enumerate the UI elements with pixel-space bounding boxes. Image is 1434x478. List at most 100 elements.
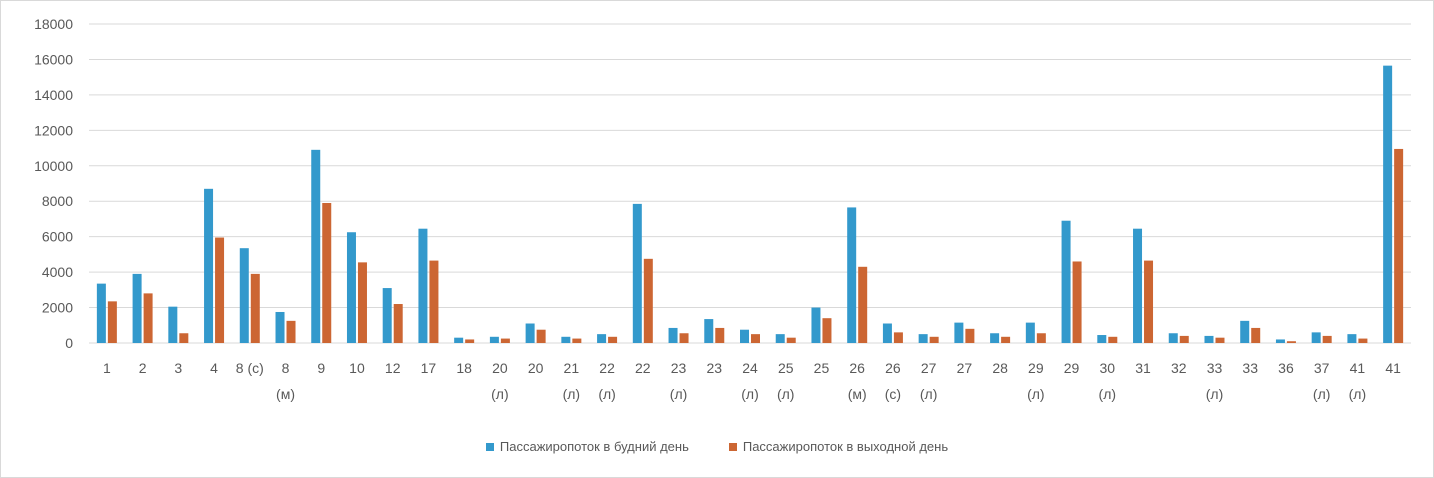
bar-weekday [1311, 332, 1321, 343]
bar-weekday [704, 319, 714, 343]
bar-weekday [204, 188, 214, 343]
x-tick-label: 33 [1242, 360, 1258, 376]
bar-weekday [1240, 320, 1250, 343]
x-tick-label: 26 [849, 360, 865, 376]
bar-weekend [143, 293, 153, 343]
x-tick-label: 26 [885, 360, 901, 376]
bar-weekday [418, 228, 428, 343]
x-tick-sublabel: (л) [670, 386, 688, 402]
y-tick-label: 6000 [42, 229, 73, 245]
bar-weekend [465, 339, 475, 343]
x-tick-label: 12 [385, 360, 401, 376]
bar-weekend [250, 273, 260, 343]
x-tick-label: 33 [1207, 360, 1223, 376]
bar-weekend [1179, 335, 1189, 343]
legend-item-weekday: Пассажиропоток в будний день [485, 439, 689, 454]
x-tick-label: 24 [742, 360, 758, 376]
bar-weekday [882, 323, 892, 343]
bar-weekend [286, 320, 296, 343]
x-tick-label: 23 [671, 360, 687, 376]
legend-label-weekend: Пассажиропоток в выходной день [742, 439, 949, 454]
bar-weekday [525, 323, 535, 343]
y-tick-label: 10000 [34, 158, 73, 174]
bar-weekend [822, 318, 832, 343]
y-tick-label: 14000 [34, 87, 73, 103]
x-tick-label: 1 [103, 360, 111, 376]
bar-weekday [346, 232, 356, 343]
x-tick-label: 3 [174, 360, 182, 376]
x-tick-label: 41 [1385, 360, 1401, 376]
y-tick-label: 12000 [34, 122, 73, 138]
x-tick-sublabel: (л) [598, 386, 616, 402]
x-tick-label: 25 [778, 360, 794, 376]
x-tick-sublabel: (л) [777, 386, 795, 402]
bar-weekend [429, 260, 439, 343]
x-tick-sublabel: (л) [491, 386, 509, 402]
y-tick-label: 18000 [34, 16, 73, 32]
bar-weekend [1215, 337, 1225, 343]
bar-weekend [1251, 327, 1261, 343]
x-tick-sublabel: (л) [920, 386, 938, 402]
x-tick-label: 41 [1350, 360, 1366, 376]
bar-weekend [1108, 336, 1118, 343]
x-tick-label: 25 [814, 360, 830, 376]
bar-weekend [322, 202, 332, 343]
x-tick-label: 30 [1100, 360, 1116, 376]
bar-weekday [632, 203, 642, 343]
bar-weekend [572, 338, 582, 343]
y-tick-label: 0 [65, 335, 73, 351]
bar-weekend [786, 337, 796, 343]
bar-weekend [215, 237, 225, 343]
bar-weekday [847, 207, 857, 343]
x-tick-sublabel: (л) [1313, 386, 1331, 402]
x-tick-label: 28 [992, 360, 1008, 376]
bar-weekend [893, 332, 903, 343]
x-tick-sublabel: (л) [563, 386, 581, 402]
bar-weekend [393, 304, 403, 343]
bar-weekend [929, 336, 939, 343]
bar-weekday [1097, 335, 1107, 343]
bar-weekday [597, 334, 607, 343]
bar-weekend [1394, 148, 1404, 343]
bar-weekday [561, 336, 571, 343]
bar-weekend [179, 333, 189, 343]
x-tick-label: 10 [349, 360, 365, 376]
x-tick-label: 4 [210, 360, 218, 376]
bar-weekend [1286, 341, 1296, 343]
legend-swatch-weekend [728, 442, 737, 451]
x-tick-label: 8 [282, 360, 290, 376]
bar-weekday [811, 307, 821, 343]
x-tick-label: 32 [1171, 360, 1187, 376]
bar-weekday [132, 273, 142, 343]
bar-weekend [500, 338, 510, 343]
bar-weekday [1168, 333, 1178, 343]
x-tick-label: 27 [957, 360, 973, 376]
y-tick-label: 16000 [34, 51, 73, 67]
bar-weekday [1025, 322, 1035, 343]
x-tick-sublabel: (л) [1206, 386, 1224, 402]
x-tick-sublabel: (л) [1027, 386, 1045, 402]
x-tick-label: 18 [456, 360, 472, 376]
x-tick-label: 23 [706, 360, 722, 376]
bar-weekday [1275, 339, 1285, 343]
x-tick-sublabel: (м) [848, 386, 867, 402]
bar-weekday [954, 322, 964, 343]
bar-weekend [107, 301, 117, 343]
bar-weekday [1204, 335, 1214, 343]
bar-weekend [679, 333, 689, 343]
x-tick-label: 20 [492, 360, 508, 376]
bar-weekday [775, 334, 785, 343]
bar-weekday [96, 283, 106, 343]
x-tick-label: 22 [635, 360, 651, 376]
x-tick-label: 36 [1278, 360, 1294, 376]
x-tick-label: 27 [921, 360, 937, 376]
bar-weekday [454, 337, 464, 343]
x-tick-label: 2 [139, 360, 147, 376]
bar-weekend [536, 329, 546, 343]
bar-weekend [357, 262, 367, 343]
x-tick-sublabel: (м) [276, 386, 295, 402]
x-tick-label: 22 [599, 360, 615, 376]
bar-weekend [1144, 260, 1154, 343]
bar-weekday [489, 336, 499, 343]
